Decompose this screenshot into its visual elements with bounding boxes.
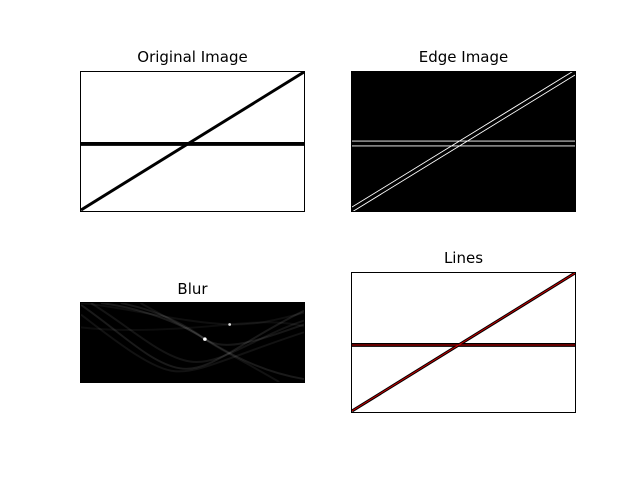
original-image-panel xyxy=(80,71,305,212)
diagonal-line xyxy=(81,72,304,211)
accumulator-peak-2 xyxy=(228,323,232,326)
accumulator-peak-1 xyxy=(203,337,207,341)
blur-canvas xyxy=(81,303,304,382)
lines-title: Lines xyxy=(443,249,484,267)
edge-image-canvas xyxy=(352,72,575,211)
original-image-canvas xyxy=(81,72,304,211)
edge-image-panel xyxy=(351,71,576,212)
edge-image-title: Edge Image xyxy=(418,48,509,66)
diagonal-edge-lower xyxy=(352,74,575,211)
blur-title: Blur xyxy=(177,280,208,298)
lines-canvas xyxy=(352,273,575,412)
diagonal-edge-upper xyxy=(352,72,573,208)
original-image-title: Original Image xyxy=(137,48,248,66)
detected-diagonal-line xyxy=(352,273,575,412)
blur-panel xyxy=(80,302,305,383)
lines-panel xyxy=(351,272,576,413)
